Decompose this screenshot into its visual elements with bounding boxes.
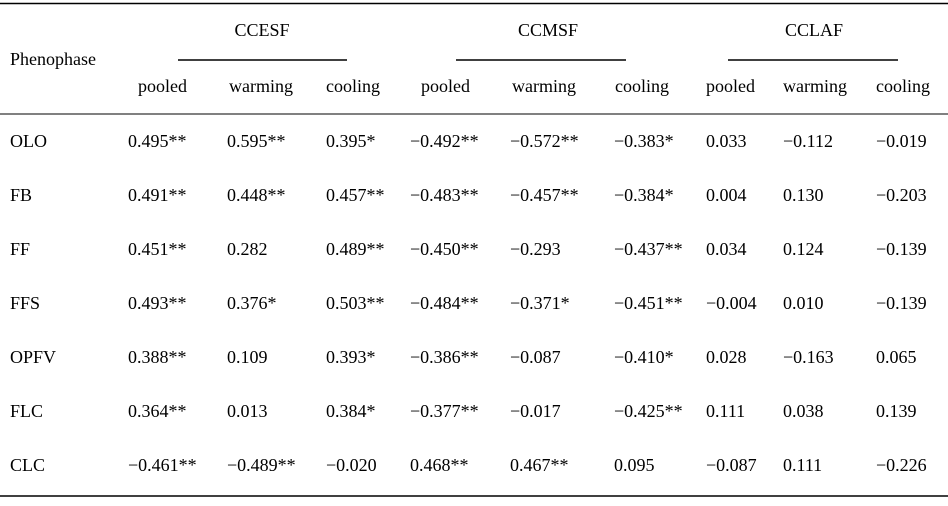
column-header: pooled (706, 76, 755, 96)
cell: 0.384* (326, 401, 376, 421)
cell: −0.163 (783, 347, 834, 367)
cell: 0.034 (706, 239, 747, 259)
cell: −0.489** (227, 455, 296, 475)
cell: −0.492** (410, 131, 479, 151)
cell: 0.111 (706, 401, 745, 421)
cell: 0.033 (706, 131, 747, 151)
cell: 0.038 (783, 401, 824, 421)
cell: −0.437** (614, 239, 683, 259)
cell: 0.503** (326, 293, 385, 313)
cell: 0.111 (783, 455, 822, 475)
cell: 0.395* (326, 131, 376, 151)
cell: −0.457** (510, 185, 579, 205)
cell: 0.065 (876, 347, 917, 367)
cell: −0.226 (876, 455, 927, 475)
column-header: pooled (421, 76, 470, 96)
cell: −0.410* (614, 347, 674, 367)
cell: −0.383* (614, 131, 674, 151)
cell: 0.451** (128, 239, 187, 259)
cell: 0.028 (706, 347, 747, 367)
cell: −0.450** (410, 239, 479, 259)
cell: 0.495** (128, 131, 187, 151)
cell: 0.139 (876, 401, 917, 421)
cell: 0.489** (326, 239, 385, 259)
cell: 0.388** (128, 347, 187, 367)
cell: −0.004 (706, 293, 757, 313)
cell: 0.010 (783, 293, 824, 313)
cell: 0.013 (227, 401, 268, 421)
cell: −0.425** (614, 401, 683, 421)
cell: −0.020 (326, 455, 377, 475)
cell: 0.282 (227, 239, 268, 259)
cell: −0.017 (510, 401, 561, 421)
cell: −0.087 (510, 347, 561, 367)
cell: −0.112 (783, 131, 833, 151)
row-label: FLC (10, 401, 43, 421)
column-header: cooling (326, 76, 380, 96)
cell: 0.376* (227, 293, 277, 313)
cell: −0.203 (876, 185, 927, 205)
cell: 0.130 (783, 185, 824, 205)
cell: −0.377** (410, 401, 479, 421)
column-header: cooling (876, 76, 930, 96)
cell: 0.468** (410, 455, 469, 475)
cell: 0.364** (128, 401, 187, 421)
cell: −0.019 (876, 131, 927, 151)
row-label: FB (10, 185, 32, 205)
cell: 0.004 (706, 185, 747, 205)
cell: 0.448** (227, 185, 286, 205)
row-label: OLO (10, 131, 47, 151)
group-header: CCLAF (785, 20, 843, 40)
cell: −0.484** (410, 293, 479, 313)
cell: 0.493** (128, 293, 187, 313)
group-header: CCESF (234, 20, 289, 40)
cell: −0.461** (128, 455, 197, 475)
column-header: warming (783, 76, 847, 96)
cell: −0.087 (706, 455, 757, 475)
cell: 0.491** (128, 185, 187, 205)
cell: −0.139 (876, 293, 927, 313)
cell: −0.371* (510, 293, 570, 313)
row-label: OPFV (10, 347, 56, 367)
row-label: CLC (10, 455, 45, 475)
cell: 0.467** (510, 455, 569, 475)
cell: 0.124 (783, 239, 824, 259)
row-label: FFS (10, 293, 40, 313)
row-label-header: Phenophase (10, 49, 96, 69)
column-header: warming (512, 76, 576, 96)
row-label: FF (10, 239, 30, 259)
cell: −0.483** (410, 185, 479, 205)
cell: 0.109 (227, 347, 268, 367)
cell: 0.095 (614, 455, 655, 475)
cell: 0.393* (326, 347, 376, 367)
cell: −0.386** (410, 347, 479, 367)
cell: 0.457** (326, 185, 385, 205)
cell: −0.572** (510, 131, 579, 151)
cell: −0.293 (510, 239, 561, 259)
column-header: warming (229, 76, 293, 96)
column-header: cooling (615, 76, 669, 96)
column-header: pooled (138, 76, 187, 96)
group-header: CCMSF (518, 20, 578, 40)
cell: 0.595** (227, 131, 286, 151)
cell: −0.139 (876, 239, 927, 259)
cell: −0.451** (614, 293, 683, 313)
cell: −0.384* (614, 185, 674, 205)
